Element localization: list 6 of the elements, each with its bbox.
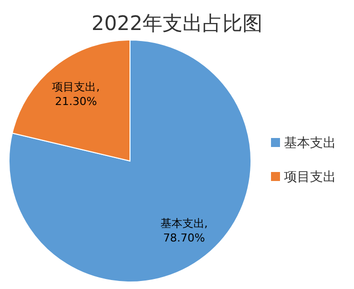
legend-label: 项目支出 bbox=[284, 170, 336, 184]
legend-label: 基本支出 bbox=[284, 136, 336, 150]
data-label: 基本支出, 78.70% bbox=[160, 217, 208, 244]
chart-title: 2022年支出占比图 bbox=[90, 10, 264, 37]
data-label: 项目支出, 21.30% bbox=[52, 80, 100, 108]
pie-slice bbox=[8, 40, 252, 282]
